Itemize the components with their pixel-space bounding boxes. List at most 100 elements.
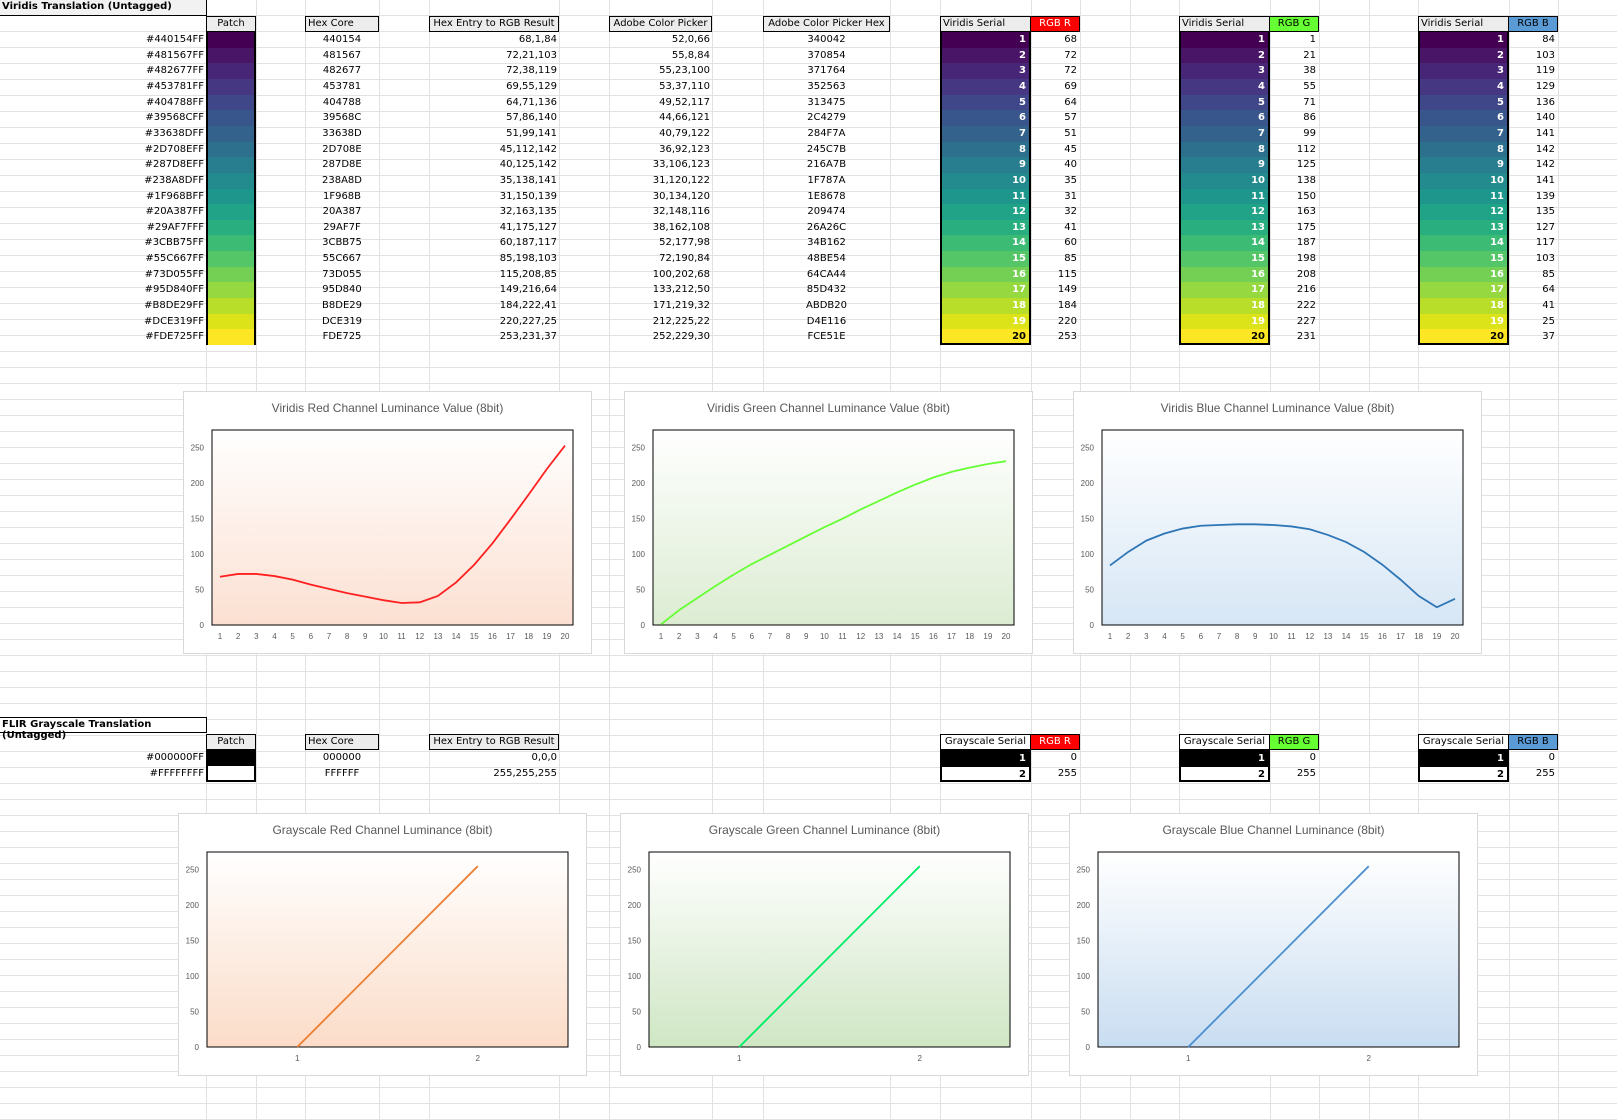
serial-cell[interactable]: 7 bbox=[940, 125, 1031, 142]
rgb-r-value[interactable]: 0 bbox=[1070, 752, 1077, 763]
rgb-g-value[interactable]: 0 bbox=[1309, 752, 1316, 763]
serial-cell[interactable]: 18 bbox=[940, 298, 1031, 315]
patch-label[interactable]: #3CBB75FF bbox=[144, 237, 204, 249]
viridis-serial-header-g[interactable]: Viridis Serial bbox=[1179, 16, 1270, 32]
color-patch[interactable] bbox=[206, 188, 256, 205]
rgb-r-value[interactable]: 220 bbox=[1057, 315, 1077, 327]
rgb-result-cell[interactable]: 69,55,129 bbox=[506, 80, 557, 92]
rgb-b-value[interactable]: 84 bbox=[1542, 34, 1555, 45]
rgb-b-value[interactable]: 255 bbox=[1535, 768, 1555, 779]
patch-label[interactable]: #20A387FF bbox=[145, 206, 204, 218]
hex-core-cell[interactable]: DCE319 bbox=[321, 315, 363, 327]
adobe-picker-cell[interactable]: 133,212,50 bbox=[652, 284, 710, 296]
rgb-result-cell[interactable]: 253,231,37 bbox=[499, 331, 557, 343]
adobe-picker-cell[interactable]: 252,229,30 bbox=[652, 331, 710, 343]
color-patch[interactable] bbox=[206, 282, 256, 299]
hex-core-cell[interactable]: FFFFFF bbox=[324, 768, 360, 779]
viridis-green-chart[interactable]: Viridis Green Channel Luminance Value (8… bbox=[624, 391, 1033, 654]
rgb-r-value[interactable]: 115 bbox=[1057, 268, 1077, 280]
rgb-r-value[interactable]: 255 bbox=[1057, 768, 1077, 779]
adobe-hex-cell[interactable]: FCE51E bbox=[807, 331, 846, 343]
rgb-g-value[interactable]: 71 bbox=[1303, 96, 1316, 108]
grayscale-section-title[interactable]: FLIR Grayscale Translation (Untagged) bbox=[0, 717, 207, 741]
rgb-r-value[interactable]: 253 bbox=[1057, 331, 1077, 343]
rgb-result-cell[interactable]: 220,227,25 bbox=[499, 315, 557, 327]
rgb-g-value[interactable]: 208 bbox=[1296, 268, 1316, 280]
serial-cell[interactable]: 14 bbox=[1179, 235, 1270, 252]
serial-cell[interactable]: 13 bbox=[1418, 219, 1509, 236]
adobe-picker-cell[interactable]: 171,219,32 bbox=[652, 300, 710, 312]
serial-cell[interactable]: 15 bbox=[1179, 251, 1270, 268]
patch-label[interactable]: #287D8EFF bbox=[144, 159, 204, 171]
hex-core-cell[interactable]: 287D8E bbox=[322, 159, 362, 171]
gray-patch-header[interactable]: Patch bbox=[206, 734, 256, 750]
adobe-picker-cell[interactable]: 212,225,22 bbox=[652, 315, 710, 327]
adobe-hex-cell[interactable]: 2C4279 bbox=[807, 112, 846, 124]
hex-core-cell[interactable]: 29AF7F bbox=[323, 221, 361, 233]
serial-cell[interactable]: 9 bbox=[1418, 157, 1509, 174]
patch-label[interactable]: #DCE319FF bbox=[144, 315, 204, 327]
adobe-hex-cell[interactable]: 371764 bbox=[807, 65, 846, 77]
viridis-blue-chart[interactable]: Viridis Blue Channel Luminance Value (8b… bbox=[1073, 391, 1482, 654]
color-patch[interactable] bbox=[206, 313, 256, 330]
patch-label[interactable]: #29AF7FFF bbox=[146, 221, 204, 233]
patch-label[interactable]: #000000FF bbox=[145, 752, 204, 763]
gray-rgb-b-header[interactable]: RGB B bbox=[1508, 734, 1558, 750]
series-line[interactable] bbox=[296, 865, 479, 1048]
serial-cell[interactable]: 5 bbox=[1179, 94, 1270, 111]
color-patch[interactable] bbox=[206, 78, 256, 95]
serial-cell[interactable]: 9 bbox=[1179, 157, 1270, 174]
rgb-g-value[interactable]: 231 bbox=[1296, 331, 1316, 343]
adobe-picker-cell[interactable]: 55,23,100 bbox=[659, 65, 710, 77]
color-patch[interactable] bbox=[206, 32, 256, 48]
grayscale-red-chart[interactable]: Grayscale Red Channel Luminance (8bit) 0 5… bbox=[178, 813, 587, 1076]
color-patch[interactable] bbox=[206, 63, 256, 80]
serial-cell[interactable]: 17 bbox=[1418, 282, 1509, 299]
adobe-picker-cell[interactable]: 30,134,120 bbox=[652, 190, 710, 202]
serial-cell[interactable]: 15 bbox=[940, 251, 1031, 268]
viridis-serial-header-b[interactable]: Viridis Serial bbox=[1418, 16, 1509, 32]
patch-label[interactable]: #95D840FF bbox=[144, 284, 204, 296]
serial-cell[interactable]: 2 bbox=[940, 766, 1031, 782]
adobe-picker-cell[interactable]: 36,92,123 bbox=[659, 143, 710, 155]
serial-cell[interactable]: 6 bbox=[1418, 110, 1509, 127]
serial-cell[interactable]: 5 bbox=[940, 94, 1031, 111]
gray-serial-header-b[interactable]: Grayscale Serial bbox=[1418, 734, 1509, 750]
rgb-g-value[interactable]: 150 bbox=[1296, 190, 1316, 202]
rgb-b-value[interactable]: 141 bbox=[1535, 174, 1555, 186]
patch-label[interactable]: #2D708EFF bbox=[144, 143, 204, 155]
rgb-b-value[interactable]: 141 bbox=[1535, 127, 1555, 139]
adobe-picker-cell[interactable]: 40,79,122 bbox=[659, 127, 710, 139]
serial-cell[interactable]: 16 bbox=[1179, 266, 1270, 283]
serial-cell[interactable]: 9 bbox=[940, 157, 1031, 174]
serial-cell[interactable]: 15 bbox=[1418, 251, 1509, 268]
serial-cell[interactable]: 8 bbox=[1179, 141, 1270, 158]
rgb-b-header[interactable]: RGB B bbox=[1508, 16, 1558, 32]
patch-label[interactable]: #73D055FF bbox=[144, 268, 204, 280]
color-patch[interactable] bbox=[206, 141, 256, 158]
series-line[interactable] bbox=[219, 445, 566, 604]
adobe-picker-cell[interactable]: 49,52,117 bbox=[659, 96, 710, 108]
serial-cell[interactable]: 12 bbox=[940, 204, 1031, 221]
adobe-hex-cell[interactable]: 209474 bbox=[807, 206, 846, 218]
rgb-b-value[interactable]: 136 bbox=[1535, 96, 1555, 108]
color-patch[interactable] bbox=[206, 204, 256, 221]
serial-cell[interactable]: 19 bbox=[1418, 313, 1509, 330]
adobe-hex-cell[interactable]: 313475 bbox=[807, 96, 846, 108]
serial-cell[interactable]: 5 bbox=[1418, 94, 1509, 111]
rgb-r-value[interactable]: 41 bbox=[1064, 221, 1077, 233]
serial-cell[interactable]: 3 bbox=[1179, 63, 1270, 80]
rgb-result-cell[interactable]: 115,208,85 bbox=[499, 268, 557, 280]
rgb-r-value[interactable]: 184 bbox=[1057, 300, 1077, 312]
series-line[interactable] bbox=[660, 460, 1007, 626]
patch-label[interactable]: #453781FF bbox=[145, 80, 204, 92]
rgb-g-value[interactable]: 138 bbox=[1296, 174, 1316, 186]
hex-core-cell[interactable]: B8DE29 bbox=[322, 300, 362, 312]
rgb-result-cell[interactable]: 41,175,127 bbox=[499, 221, 557, 233]
rgb-g-value[interactable]: 163 bbox=[1296, 206, 1316, 218]
color-patch[interactable] bbox=[206, 266, 256, 283]
adobe-picker-cell[interactable]: 33,106,123 bbox=[652, 159, 710, 171]
color-patch[interactable] bbox=[206, 125, 256, 142]
rgb-result-cell[interactable]: 51,99,141 bbox=[506, 127, 557, 139]
serial-cell[interactable]: 6 bbox=[1179, 110, 1270, 127]
